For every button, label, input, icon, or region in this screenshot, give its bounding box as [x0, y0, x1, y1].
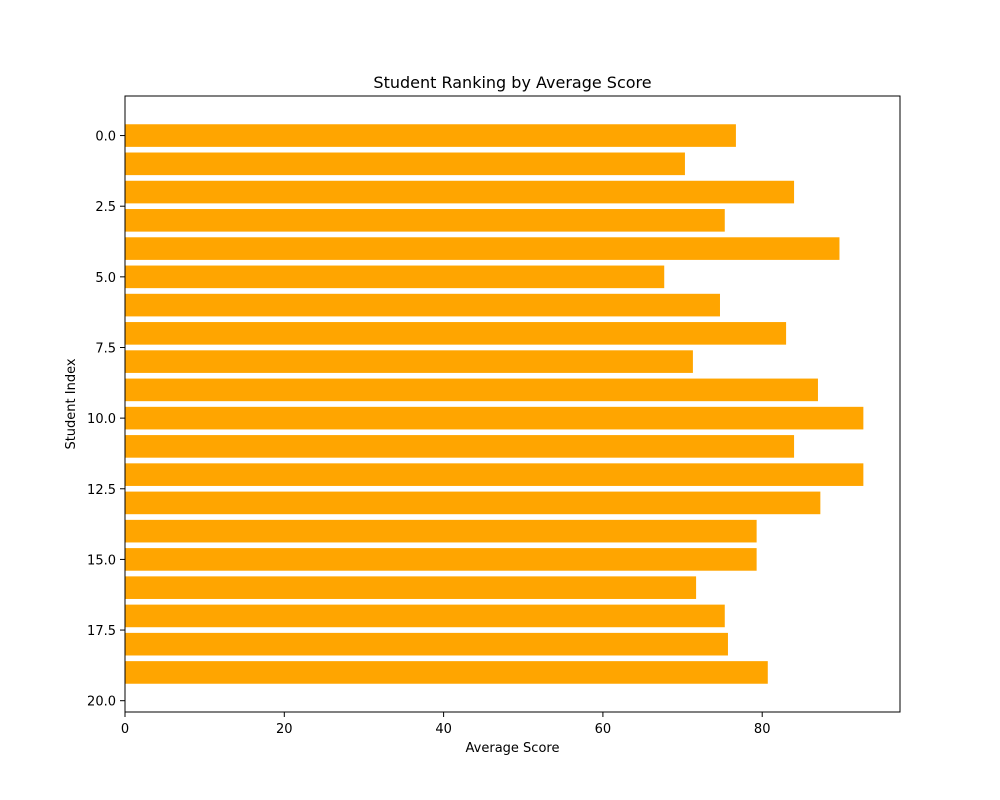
x-tick-label: 80 [754, 722, 771, 737]
x-tick-label: 20 [276, 722, 293, 737]
bar-student-0 [125, 124, 736, 147]
y-tick-label: 2.5 [95, 200, 116, 215]
bar-student-6 [125, 293, 720, 317]
bar-student-18 [125, 632, 728, 656]
bar-student-8 [125, 350, 693, 373]
bar-student-19 [125, 661, 768, 684]
bar-student-1 [125, 152, 685, 176]
y-tick-label: 10.0 [87, 412, 116, 427]
bar-student-7 [125, 322, 787, 345]
axes-frame [124, 95, 901, 713]
y-tick-label: 7.5 [95, 341, 116, 356]
x-tick-label: 40 [435, 722, 452, 737]
y-axis-label: Student Index [64, 358, 79, 449]
plot-area [125, 124, 864, 684]
y-tick-label: 15.0 [87, 553, 116, 568]
bar-student-2 [125, 180, 795, 204]
y-tick-label: 20.0 [87, 695, 116, 710]
chart-title: Student Ranking by Average Score [373, 73, 651, 92]
y-tick-label: 5.0 [95, 271, 116, 286]
bar-student-16 [125, 576, 697, 599]
bar-student-17 [125, 604, 725, 628]
bar-student-5 [125, 265, 665, 289]
bar-student-12 [125, 463, 864, 486]
x-axis: 0 20 40 60 80 [121, 712, 771, 737]
y-tick-label: 12.5 [87, 483, 116, 498]
y-axis: 0.0 2.5 5.0 7.5 10.0 12.5 15.0 17.5 20.0 [87, 130, 125, 710]
bar-student-14 [125, 519, 757, 543]
bar-student-13 [125, 491, 821, 515]
bar-student-9 [125, 378, 818, 402]
x-axis-label: Average Score [466, 741, 560, 756]
y-tick-label: 0.0 [95, 130, 116, 145]
bar-student-11 [125, 435, 795, 458]
x-tick-label: 60 [595, 722, 612, 737]
bar-student-10 [125, 406, 864, 430]
x-tick-label: 0 [121, 722, 129, 737]
bar-student-3 [125, 209, 725, 232]
bar-student-15 [125, 548, 757, 571]
y-tick-label: 17.5 [87, 624, 116, 639]
bar-student-4 [125, 237, 840, 260]
